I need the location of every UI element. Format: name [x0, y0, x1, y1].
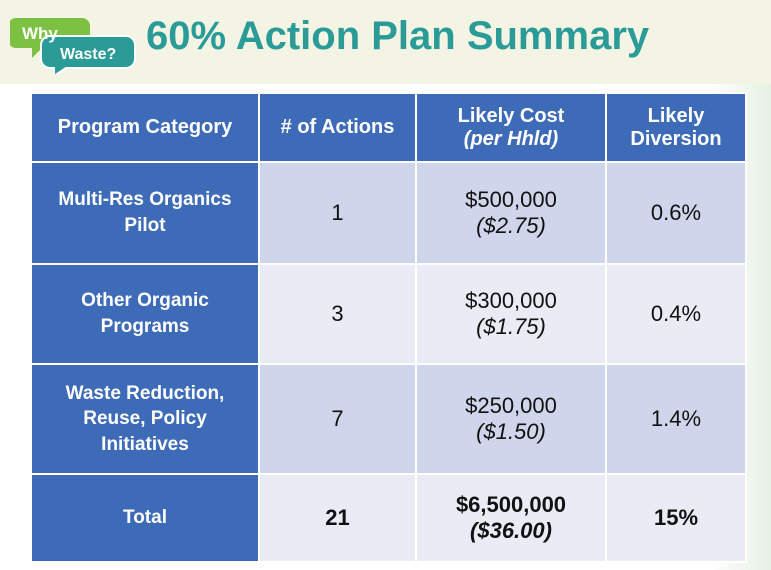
diversion-cell: 0.4%	[605, 263, 747, 365]
logo-text: Why	[22, 24, 58, 43]
column-header: Program Category	[30, 92, 260, 163]
actions-cell: 3	[258, 263, 417, 365]
cost-cell: $250,000 ($1.50)	[415, 363, 607, 475]
header-text: # of Actions	[280, 116, 395, 138]
logo-bubble	[40, 35, 136, 74]
cost: $500,000	[465, 187, 557, 212]
table-row: Multi-Res Organics Pilot 1 $500,000 ($2.75)…	[30, 161, 747, 265]
column-header: Likely Cost (per Hhld)	[415, 92, 607, 163]
header-row: Program Category # of Actions Likely Cos…	[30, 92, 747, 163]
header-text: Likely Diversion	[630, 104, 722, 150]
column-header: # of Actions	[258, 92, 417, 163]
per-household-cost: ($36.00)	[470, 518, 552, 543]
diversion-cell: 15%	[605, 473, 747, 563]
actions-cell: 21	[258, 473, 417, 563]
header-subtext: (per Hhld)	[463, 127, 559, 150]
table-row: Other Organic Programs 3 $300,000 ($1.75) 0.…	[30, 263, 747, 365]
table-row: Total 21 $6,500,000 ($36.00) 15%	[30, 473, 747, 563]
cost: $6,500,000	[455, 492, 567, 517]
cost: $250,000	[465, 393, 557, 418]
category-cell: Other Organic Programs	[30, 263, 260, 365]
actions-cell: 1	[258, 161, 417, 265]
per-household-cost: ($1.75)	[476, 314, 546, 339]
logo-text: Waste?	[60, 46, 116, 63]
title: 60% Action Plan Summary	[146, 14, 650, 58]
per-household-cost: ($2.75)	[476, 213, 546, 238]
category-cell: Total	[30, 473, 260, 563]
cost-cell: $6,500,000 ($36.00)	[415, 473, 607, 563]
logo: Why Waste?	[10, 18, 136, 74]
table-row: Waste Reduction, Reuse, Policy Initiativ…	[30, 363, 747, 475]
category-cell: Waste Reduction, Reuse, Policy Initiativ…	[30, 363, 260, 475]
cost-cell: $300,000 ($1.75)	[415, 263, 607, 365]
header-text: Program Category	[57, 116, 233, 138]
actions-cell: 7	[258, 363, 417, 475]
cost-cell: $500,000 ($2.75)	[415, 161, 607, 265]
per-household-cost: ($1.50)	[476, 419, 546, 444]
diversion-cell: 1.4%	[605, 363, 747, 475]
header-band: Why Waste? 60% Action Plan Summary	[0, 0, 771, 84]
summary-table: Program Category # of Actions Likely Cos…	[30, 92, 747, 563]
category-cell: Multi-Res Organics Pilot	[30, 161, 260, 265]
column-header: Likely Diversion	[605, 92, 747, 163]
diversion-cell: 0.6%	[605, 161, 747, 265]
cost: $300,000	[465, 288, 557, 313]
header-text: Likely Cost	[457, 104, 565, 127]
